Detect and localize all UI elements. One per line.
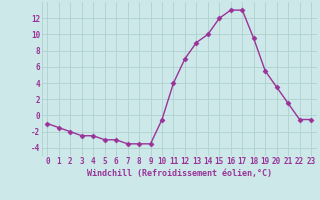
X-axis label: Windchill (Refroidissement éolien,°C): Windchill (Refroidissement éolien,°C) (87, 169, 272, 178)
